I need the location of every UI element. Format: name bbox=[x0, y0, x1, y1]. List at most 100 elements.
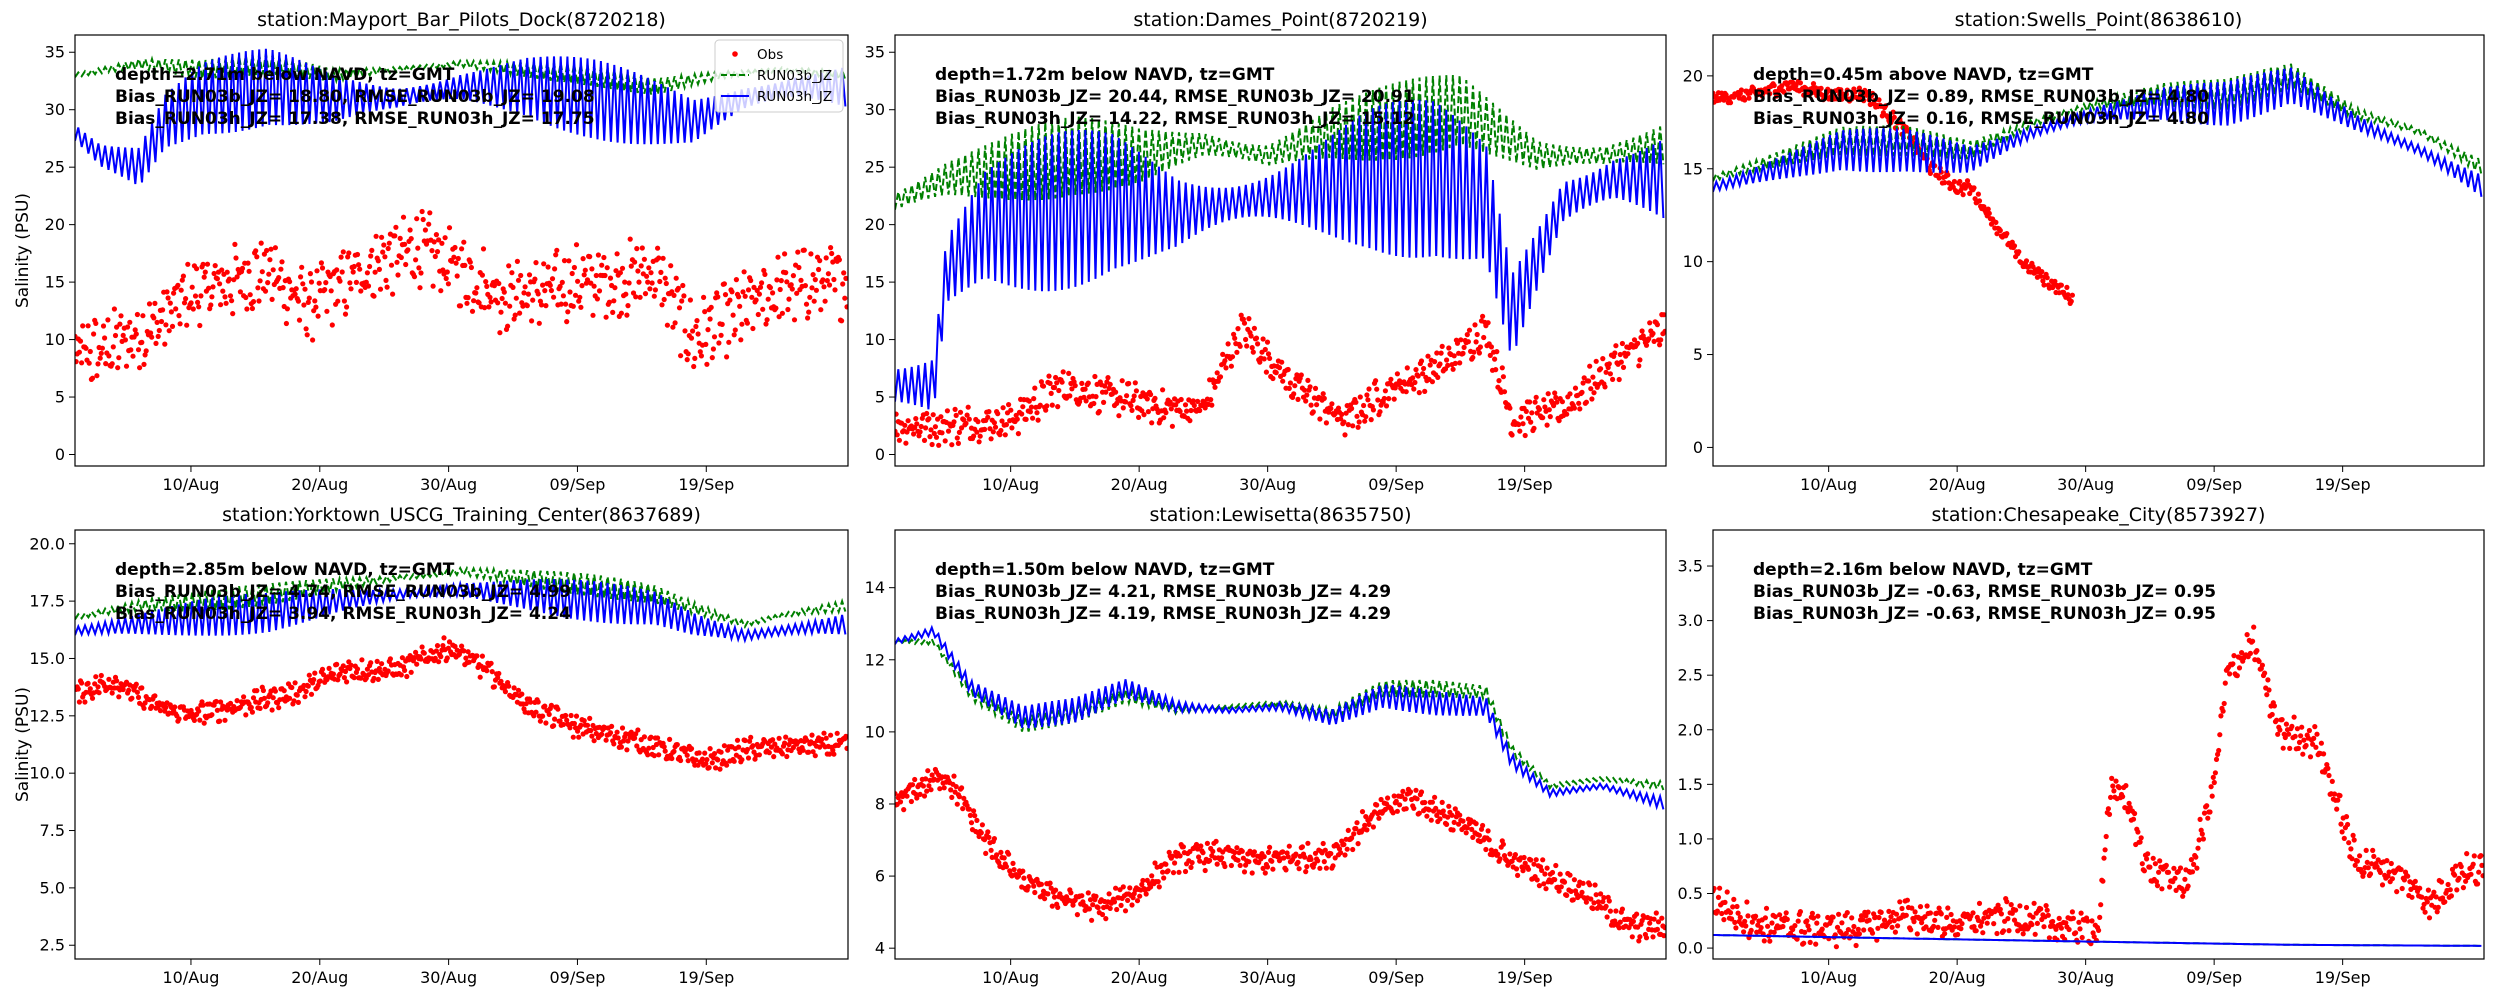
obs-point bbox=[1096, 408, 1102, 415]
stats-annotation: Bias_RUN03b_JZ= -0.63, RMSE_RUN03b_JZ= 0… bbox=[1753, 582, 2216, 602]
obs-point bbox=[76, 699, 82, 705]
obs-point bbox=[1070, 902, 1076, 908]
obs-point bbox=[169, 323, 176, 329]
obs-point bbox=[1738, 87, 1744, 93]
obs-point bbox=[916, 433, 922, 439]
obs-point bbox=[1092, 373, 1098, 380]
obs-point bbox=[577, 294, 583, 300]
obs-point bbox=[440, 643, 446, 649]
stats-annotation: Bias_RUN03h_JZ= 0.16, RMSE_RUN03h_JZ= 4.… bbox=[1753, 109, 2209, 129]
obs-point bbox=[1795, 918, 1801, 924]
obs-point bbox=[380, 249, 386, 255]
obs-point bbox=[965, 404, 971, 410]
obs-point bbox=[1298, 372, 1304, 378]
obs-point bbox=[223, 300, 229, 306]
obs-point bbox=[2244, 632, 2250, 638]
obs-point bbox=[1260, 865, 1266, 872]
obs-point bbox=[1866, 917, 1872, 923]
obs-point bbox=[1219, 855, 1225, 861]
obs-point bbox=[1232, 849, 1238, 856]
obs-point bbox=[626, 280, 632, 286]
obs-point bbox=[2005, 916, 2011, 922]
obs-point bbox=[656, 255, 662, 261]
obs-point bbox=[1440, 808, 1446, 814]
obs-point bbox=[2193, 854, 2199, 860]
obs-point bbox=[521, 290, 527, 296]
obs-point bbox=[464, 300, 470, 306]
obs-point bbox=[185, 261, 191, 267]
obs-point bbox=[1559, 399, 1565, 405]
obs-point bbox=[549, 276, 556, 282]
obs-point bbox=[505, 323, 511, 329]
obs-point bbox=[303, 326, 309, 332]
obs-point bbox=[738, 337, 744, 343]
obs-point bbox=[805, 315, 811, 321]
obs-point bbox=[184, 322, 190, 328]
obs-point bbox=[1362, 822, 1368, 829]
obs-point bbox=[398, 672, 404, 678]
obs-point bbox=[79, 360, 85, 366]
obs-point bbox=[1855, 926, 1861, 933]
obs-point bbox=[1450, 366, 1456, 372]
obs-point bbox=[765, 296, 771, 302]
obs-point bbox=[262, 288, 269, 294]
obs-point bbox=[2313, 744, 2319, 750]
obs-point bbox=[329, 322, 335, 328]
obs-point bbox=[2398, 866, 2404, 873]
obs-point bbox=[495, 300, 501, 306]
obs-point bbox=[1111, 899, 1118, 905]
obs-point bbox=[2069, 292, 2075, 298]
obs-point bbox=[610, 309, 616, 315]
obs-point bbox=[1444, 357, 1450, 363]
obs-point bbox=[1507, 851, 1513, 857]
obs-point bbox=[983, 850, 989, 857]
obs-point bbox=[2103, 833, 2109, 840]
obs-point bbox=[143, 348, 149, 354]
obs-point bbox=[2058, 282, 2064, 288]
obs-point bbox=[1959, 921, 1965, 927]
obs-point bbox=[2468, 871, 2474, 877]
obs-point bbox=[1865, 909, 1871, 915]
obs-point bbox=[678, 757, 684, 764]
obs-point bbox=[2310, 741, 2316, 747]
obs-point bbox=[1860, 917, 1866, 923]
obs-point bbox=[1114, 400, 1120, 406]
obs-point bbox=[269, 707, 275, 713]
obs-point bbox=[1229, 354, 1236, 360]
obs-point bbox=[645, 279, 651, 285]
obs-point bbox=[1400, 788, 1406, 795]
obs-point bbox=[1451, 819, 1457, 826]
obs-point bbox=[350, 269, 356, 275]
obs-point bbox=[1613, 343, 1619, 349]
y-tick-label: 25 bbox=[865, 158, 885, 177]
obs-point bbox=[353, 279, 359, 285]
obs-point bbox=[982, 837, 988, 843]
obs-point bbox=[2052, 278, 2058, 284]
obs-point bbox=[2452, 872, 2458, 878]
obs-point bbox=[1286, 843, 1292, 849]
obs-point bbox=[358, 675, 364, 681]
obs-point bbox=[239, 265, 246, 271]
obs-point bbox=[1883, 103, 1889, 109]
obs-point bbox=[1014, 416, 1020, 422]
obs-point bbox=[1558, 884, 1564, 890]
obs-point bbox=[1619, 340, 1625, 347]
obs-point bbox=[1523, 408, 1529, 414]
obs-point bbox=[1045, 891, 1051, 897]
obs-point bbox=[1368, 417, 1374, 423]
obs-point bbox=[210, 284, 216, 290]
obs-point bbox=[911, 431, 917, 437]
obs-point bbox=[2299, 724, 2305, 730]
obs-point bbox=[1032, 385, 1038, 391]
obs-point bbox=[1294, 372, 1300, 378]
obs-point bbox=[2348, 846, 2354, 852]
obs-point bbox=[80, 323, 86, 329]
obs-point bbox=[1517, 428, 1523, 434]
obs-point bbox=[756, 291, 763, 297]
obs-point bbox=[1032, 889, 1038, 896]
obs-point bbox=[1231, 331, 1237, 337]
obs-point bbox=[411, 274, 418, 280]
obs-point bbox=[393, 224, 399, 230]
obs-point bbox=[1731, 896, 1737, 903]
obs-point bbox=[1587, 882, 1593, 888]
